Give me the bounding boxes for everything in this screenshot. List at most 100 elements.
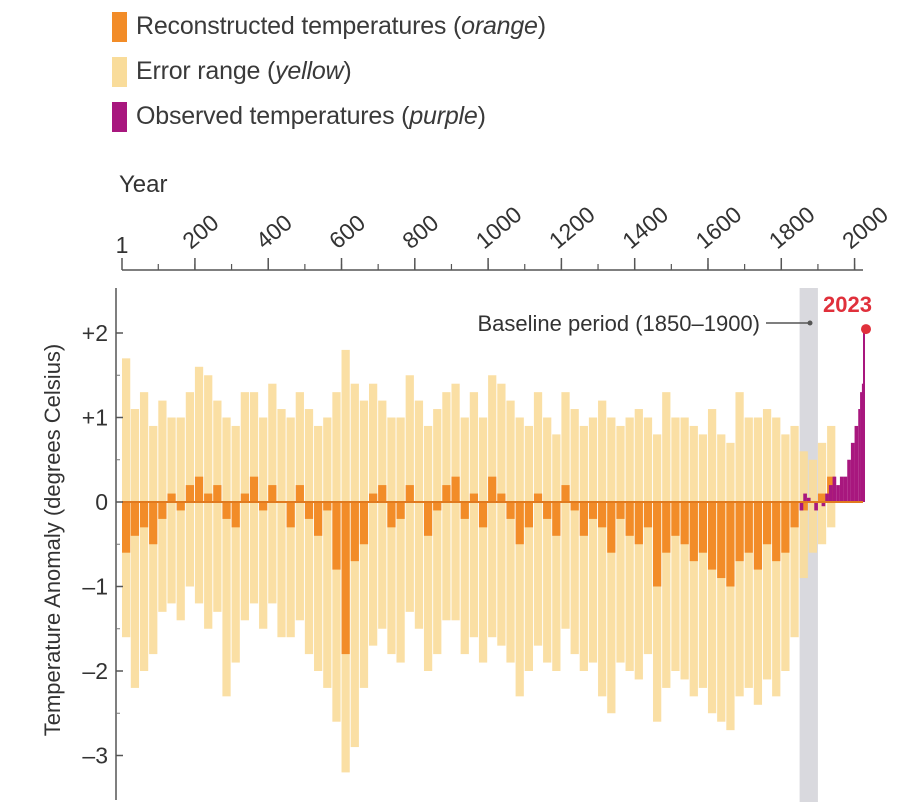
x-axis-title: Year	[119, 171, 168, 198]
x-tick-label: 200	[177, 209, 223, 254]
reconstructed-bar	[515, 502, 524, 545]
reconstructed-bar	[671, 502, 680, 536]
error-range-bar	[277, 409, 286, 638]
error-range-bar	[442, 392, 451, 621]
observed-bar	[858, 409, 861, 502]
error-range-bar	[698, 434, 708, 688]
y-tick-label: +2	[82, 320, 108, 346]
reconstructed-bar	[259, 502, 268, 511]
reconstructed-bar	[323, 502, 332, 511]
baseline-layer	[799, 288, 818, 802]
reconstructed-bar	[790, 502, 799, 528]
x-tick-label: 400	[251, 209, 297, 254]
reconstructed-bar	[707, 502, 717, 570]
reconstructed-bar	[616, 502, 625, 519]
reconstructed-bar	[332, 502, 341, 570]
observed-bar	[799, 502, 804, 511]
x-tick-label: 1400	[617, 201, 673, 254]
error-range-bar	[478, 417, 488, 663]
y-axis-title: Temperature Anomaly (degrees Celsius)	[40, 344, 65, 737]
error-range-bar	[122, 358, 131, 638]
x-tick-label: 1200	[544, 201, 600, 254]
error-range-bar	[497, 383, 506, 646]
error-range-bar	[314, 425, 323, 671]
reconstructed-bar	[378, 485, 387, 502]
reconstructed-bar	[231, 502, 240, 528]
reconstructed-bar	[552, 502, 561, 536]
y-tick-label: 0	[95, 489, 108, 515]
error-range-bar	[460, 417, 469, 655]
reconstructed-bar	[772, 502, 781, 562]
error-range-bar	[139, 392, 149, 671]
x-tick-label: 1600	[690, 201, 746, 254]
observed-bar	[803, 493, 807, 502]
reconstructed-layer	[122, 476, 836, 655]
reconstructed-bar	[122, 502, 131, 553]
error-range-bar	[414, 400, 424, 629]
observed-bar	[836, 485, 840, 502]
error-range-bar	[259, 417, 268, 629]
x-tick-label: 600	[324, 209, 370, 254]
error-range-bar	[323, 417, 332, 688]
error-range-bar	[350, 383, 359, 748]
reconstructed-bar	[396, 502, 405, 519]
reconstructed-bar	[543, 502, 552, 519]
observed-bar	[847, 459, 851, 502]
error-range-bar	[607, 417, 616, 714]
highlight-2023-dot	[861, 324, 871, 335]
error-range-bar	[488, 375, 497, 638]
observed-bar	[860, 392, 863, 502]
reconstructed-bar	[423, 502, 433, 536]
error-range-bar	[524, 425, 533, 671]
reconstructed-bar	[506, 502, 515, 519]
reconstructed-bar	[753, 502, 763, 570]
reconstructed-bar	[817, 493, 827, 502]
error-range-bar	[598, 400, 607, 697]
error-range-bar	[304, 409, 314, 655]
error-range-bar	[396, 417, 405, 663]
reconstructed-bar	[314, 502, 323, 536]
observed-bar	[821, 502, 826, 507]
reconstructed-bar	[689, 502, 698, 562]
error-range-bar	[167, 417, 176, 604]
reconstructed-bar	[194, 476, 204, 502]
y-tick-label: –3	[82, 743, 108, 769]
reconstructed-bar	[717, 502, 726, 579]
reconstructed-bar	[213, 485, 222, 502]
legend: Reconstructed temperatures (orange) Erro…	[112, 4, 546, 139]
error-range-bar	[552, 434, 561, 671]
reconstructed-bar	[149, 502, 158, 545]
reconstructed-bar	[304, 502, 314, 519]
reconstructed-bar	[387, 502, 396, 528]
observed-layer	[799, 327, 865, 511]
x-tick-label: 2000	[837, 201, 893, 254]
error-range-bar	[799, 451, 808, 579]
error-range-bar	[625, 417, 634, 671]
reconstructed-bar	[579, 502, 588, 536]
reconstructed-bar	[359, 502, 369, 545]
observed-bar	[850, 442, 855, 502]
error-range-bar	[543, 417, 552, 663]
reconstructed-bar	[625, 502, 634, 536]
reconstructed-bar	[598, 502, 607, 528]
error-range-bar	[588, 417, 598, 663]
error-range-bar	[469, 392, 479, 638]
observed-bar	[863, 327, 865, 502]
reconstructed-bar	[130, 502, 140, 536]
observed-bar	[839, 476, 844, 502]
highlight-2023-label: 2023	[823, 292, 872, 317]
reconstructed-bar	[561, 485, 570, 502]
reconstructed-bar	[369, 493, 378, 502]
reconstructed-bar	[488, 476, 497, 502]
legend-swatch-yellow	[112, 56, 127, 87]
observed-bar	[854, 425, 859, 502]
error-range-bar	[533, 392, 543, 646]
reconstructed-bar	[744, 502, 753, 553]
observed-bar	[832, 476, 837, 502]
reconstructed-bar	[799, 502, 808, 511]
observed-bar	[806, 497, 811, 502]
reconstructed-bar	[653, 502, 662, 587]
reconstructed-bar	[249, 476, 259, 502]
reconstructed-bar	[698, 502, 708, 553]
